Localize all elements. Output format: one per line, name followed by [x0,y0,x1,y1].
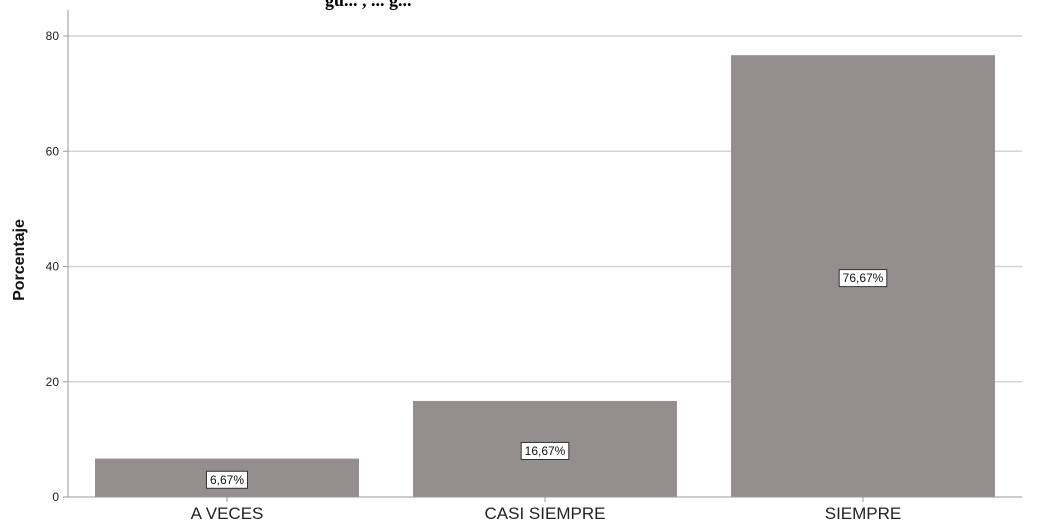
data-label-siempre: 76,67% [843,271,884,285]
y-tick-label-80: 80 [46,29,60,43]
data-label-casi-siempre: 16,67% [525,444,566,458]
data-labels: 6,67% 16,67% 76,67% [206,269,888,489]
y-axis-label: Porcentaje [11,219,28,301]
x-tick-label-a-veces: A VECES [191,504,264,523]
y-tick-label-0: 0 [52,490,59,504]
data-label-box-siempre [838,269,888,288]
y-tick-label-40: 40 [46,260,60,274]
axes: 0 20 40 60 80 A VECES CASI SIEMPRE SIEMPRE [46,10,1022,523]
x-tick-label-siempre: SIEMPRE [825,504,902,523]
partial-header-text: gu... , ... g... [325,0,412,10]
data-label-box-casi-siempre [520,441,570,460]
data-label-box-a-veces [206,470,248,489]
y-tick-label-60: 60 [46,144,60,158]
x-tick-label-casi-siempre: CASI SIEMPRE [485,504,606,523]
data-label-a-veces: 6,67% [210,473,244,487]
y-tick-label-20: 20 [46,375,60,389]
